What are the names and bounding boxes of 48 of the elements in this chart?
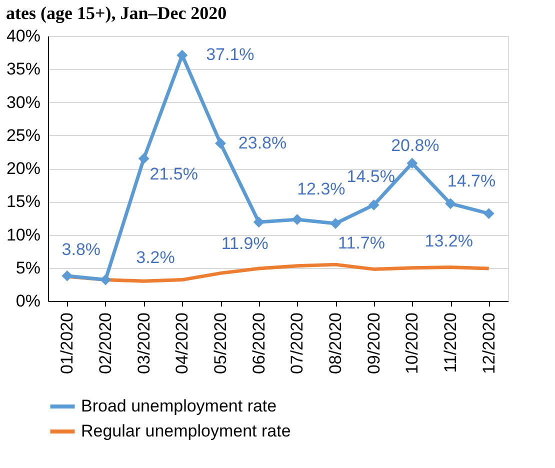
x-tick-label: 08/2020 bbox=[326, 312, 345, 374]
x-tick-label: 10/2020 bbox=[402, 312, 422, 374]
point bbox=[138, 153, 150, 164]
x-tick-label: 07/2020 bbox=[288, 312, 307, 374]
y-tick-label: 35% bbox=[6, 60, 40, 79]
y-tick-label: 25% bbox=[6, 126, 40, 145]
legend-label: Regular unemployment rate bbox=[81, 422, 291, 440]
x-tick-label: 03/2020 bbox=[134, 312, 154, 374]
point bbox=[445, 198, 456, 210]
data-label: 23.8% bbox=[238, 133, 287, 152]
chart-title: ates (age 15+), Jan–Dec 2020 bbox=[6, 3, 227, 23]
point bbox=[406, 158, 418, 169]
y-tick-label: 0% bbox=[16, 292, 40, 310]
data-label: 13.2% bbox=[424, 232, 473, 251]
data-label: 21.5% bbox=[150, 164, 198, 184]
y-tick-label: 40% bbox=[6, 26, 40, 46]
data-label: 12.3% bbox=[297, 180, 346, 199]
data-label: 20.8% bbox=[391, 136, 440, 156]
point bbox=[176, 50, 188, 61]
y-tick-label: 5% bbox=[16, 258, 40, 278]
data-label: 11.7% bbox=[338, 233, 385, 252]
y-tick-label: 20% bbox=[6, 159, 40, 178]
data-label: 3.2% bbox=[136, 248, 175, 267]
point bbox=[292, 214, 303, 225]
x-tick-label: 11/2020 bbox=[441, 312, 460, 373]
x-tick-label: 09/2020 bbox=[364, 312, 384, 374]
x-tick-label: 02/2020 bbox=[96, 312, 115, 374]
data-label: 14.7% bbox=[447, 172, 496, 191]
data-label: 11.9% bbox=[221, 234, 268, 254]
y-tick-label: 15% bbox=[6, 192, 40, 212]
point bbox=[62, 270, 73, 282]
y-tick-label: 30% bbox=[6, 92, 40, 112]
data-label: 14.5% bbox=[346, 166, 395, 186]
point bbox=[100, 274, 111, 286]
x-tick-label: 05/2020 bbox=[211, 312, 230, 374]
x-tick-label: 12/2020 bbox=[479, 312, 498, 374]
point bbox=[368, 199, 380, 210]
x-tick-label: 01/2020 bbox=[58, 312, 77, 374]
data-label: 3.8% bbox=[62, 240, 101, 259]
y-tick-label: 10% bbox=[6, 225, 40, 244]
x-tick-label: 04/2020 bbox=[172, 312, 192, 374]
point bbox=[253, 216, 264, 228]
point bbox=[483, 208, 494, 220]
legend-label: Broad unemployment rate bbox=[81, 396, 277, 416]
point bbox=[215, 138, 226, 149]
x-tick-label: 06/2020 bbox=[249, 312, 268, 374]
data-label: 37.1% bbox=[206, 45, 254, 64]
point bbox=[330, 218, 341, 229]
